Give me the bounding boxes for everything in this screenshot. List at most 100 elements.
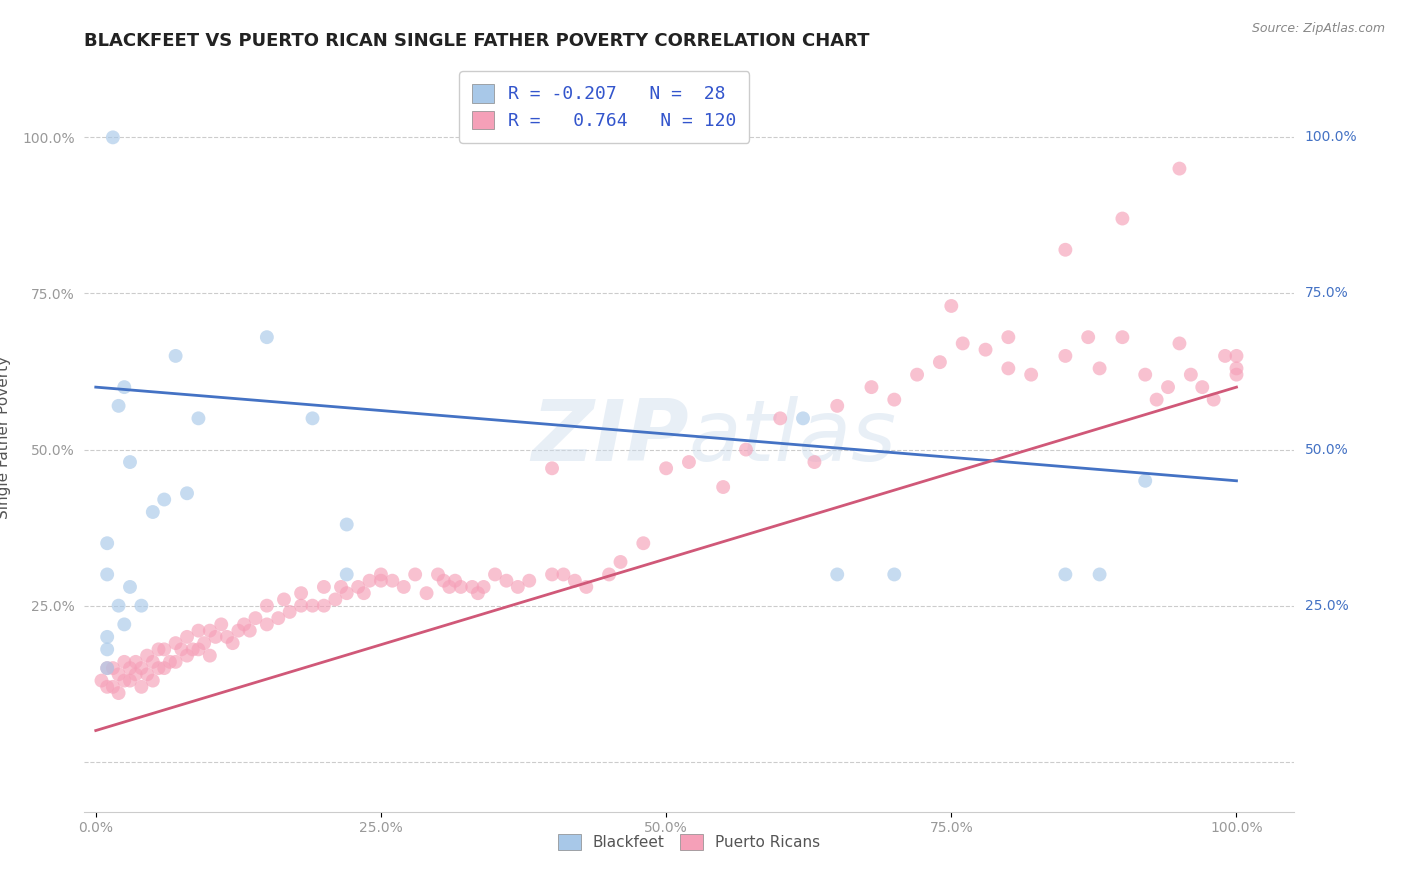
Point bbox=[165, 636, 187, 650]
Point bbox=[1225, 361, 1247, 376]
Point bbox=[148, 642, 170, 657]
Point bbox=[404, 567, 426, 582]
Point bbox=[101, 661, 124, 675]
Point bbox=[553, 567, 575, 582]
Point bbox=[90, 673, 112, 688]
Point bbox=[118, 673, 141, 688]
Point bbox=[256, 330, 278, 344]
Point bbox=[96, 642, 118, 657]
Point bbox=[1077, 330, 1099, 344]
Point bbox=[381, 574, 404, 588]
Point bbox=[495, 574, 517, 588]
Text: 100.0%: 100.0% bbox=[1305, 130, 1357, 145]
Point bbox=[461, 580, 484, 594]
Point bbox=[336, 517, 359, 532]
Point bbox=[711, 480, 734, 494]
Point bbox=[1019, 368, 1042, 382]
Point bbox=[860, 380, 883, 394]
Point bbox=[96, 567, 118, 582]
Point bbox=[290, 599, 312, 613]
Point bbox=[1054, 243, 1077, 257]
Point bbox=[101, 130, 124, 145]
Point bbox=[131, 599, 153, 613]
Point bbox=[198, 624, 221, 638]
Point bbox=[165, 349, 187, 363]
Point bbox=[187, 642, 209, 657]
Point bbox=[193, 636, 215, 650]
Point bbox=[883, 567, 905, 582]
Point bbox=[330, 580, 353, 594]
Point bbox=[112, 617, 135, 632]
Point bbox=[312, 599, 335, 613]
Point bbox=[928, 355, 950, 369]
Point bbox=[176, 486, 198, 500]
Point bbox=[136, 648, 159, 663]
Point bbox=[433, 574, 456, 588]
Point bbox=[392, 580, 415, 594]
Point bbox=[467, 586, 489, 600]
Point bbox=[96, 630, 118, 644]
Point bbox=[353, 586, 375, 600]
Point bbox=[1213, 349, 1236, 363]
Point bbox=[96, 661, 118, 675]
Point bbox=[323, 592, 346, 607]
Point bbox=[96, 536, 118, 550]
Point bbox=[142, 655, 165, 669]
Point bbox=[233, 617, 256, 632]
Point bbox=[825, 399, 848, 413]
Point bbox=[415, 586, 437, 600]
Point bbox=[575, 580, 598, 594]
Point bbox=[131, 661, 153, 675]
Point bbox=[198, 648, 221, 663]
Point bbox=[444, 574, 467, 588]
Point bbox=[221, 636, 243, 650]
Text: atlas: atlas bbox=[689, 395, 897, 479]
Point bbox=[883, 392, 905, 407]
Point bbox=[290, 586, 312, 600]
Point bbox=[112, 655, 135, 669]
Point bbox=[112, 380, 135, 394]
Point bbox=[1088, 361, 1111, 376]
Point bbox=[1111, 330, 1133, 344]
Y-axis label: Single Father Poverty: Single Father Poverty bbox=[0, 356, 11, 518]
Point bbox=[165, 655, 187, 669]
Point bbox=[159, 655, 181, 669]
Text: 50.0%: 50.0% bbox=[1305, 442, 1348, 457]
Point bbox=[176, 630, 198, 644]
Point bbox=[370, 567, 392, 582]
Point bbox=[347, 580, 370, 594]
Point bbox=[1146, 392, 1168, 407]
Point bbox=[1088, 567, 1111, 582]
Point bbox=[1054, 349, 1077, 363]
Point bbox=[1135, 368, 1157, 382]
Point bbox=[148, 661, 170, 675]
Point bbox=[484, 567, 506, 582]
Point bbox=[370, 574, 392, 588]
Point bbox=[1168, 336, 1191, 351]
Point bbox=[655, 461, 678, 475]
Point bbox=[215, 630, 238, 644]
Point bbox=[1111, 211, 1133, 226]
Point bbox=[204, 630, 226, 644]
Point bbox=[633, 536, 655, 550]
Point bbox=[1191, 380, 1213, 394]
Point bbox=[131, 680, 153, 694]
Point bbox=[118, 580, 141, 594]
Point bbox=[256, 617, 278, 632]
Point bbox=[792, 411, 814, 425]
Point bbox=[1202, 392, 1225, 407]
Point bbox=[1054, 567, 1077, 582]
Point bbox=[541, 461, 564, 475]
Text: Source: ZipAtlas.com: Source: ZipAtlas.com bbox=[1251, 22, 1385, 36]
Point bbox=[336, 586, 359, 600]
Point bbox=[678, 455, 700, 469]
Point bbox=[1135, 474, 1157, 488]
Point bbox=[176, 648, 198, 663]
Point bbox=[153, 492, 176, 507]
Text: ZIP: ZIP bbox=[531, 395, 689, 479]
Point bbox=[153, 661, 176, 675]
Point bbox=[239, 624, 262, 638]
Point bbox=[153, 642, 176, 657]
Legend: Blackfeet, Puerto Ricans: Blackfeet, Puerto Ricans bbox=[551, 829, 827, 856]
Point bbox=[187, 624, 209, 638]
